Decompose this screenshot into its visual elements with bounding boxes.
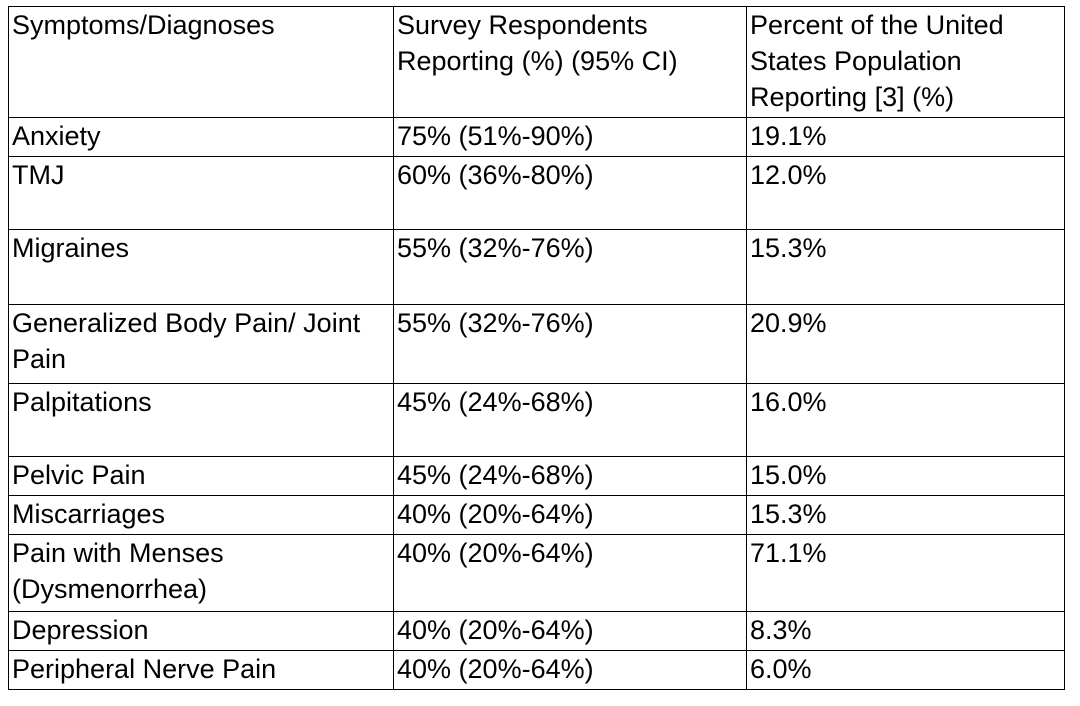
table-cell-population: 20.9% (746, 304, 1065, 384)
table-row: Generalized Body Pain/ Joint Pain 55% (3… (8, 304, 1065, 384)
header-cell-symptoms: Symptoms/Diagnoses (8, 6, 394, 118)
symptoms-table: Symptoms/Diagnoses Survey Respondents Re… (8, 6, 1065, 690)
header-cell-survey: Survey Respondents Reporting (%) (95% CI… (393, 6, 747, 118)
table-row: Miscarriages 40% (20%-64%) 15.3% (8, 495, 1065, 535)
table-cell-symptom: Miscarriages (8, 495, 394, 535)
table-cell-symptom: Migraines (8, 229, 394, 305)
table-cell-population: 6.0% (746, 650, 1065, 690)
table-cell-symptom: Palpitations (8, 383, 394, 457)
table-row: Pelvic Pain 45% (24%-68%) 15.0% (8, 456, 1065, 496)
table-row: Palpitations 45% (24%-68%) 16.0% (8, 383, 1065, 457)
table-cell-population: 8.3% (746, 611, 1065, 651)
table-cell-survey: 55% (32%-76%) (393, 229, 747, 305)
table-row: Migraines 55% (32%-76%) 15.3% (8, 229, 1065, 305)
table-cell-symptom: Generalized Body Pain/ Joint Pain (8, 304, 394, 384)
table-cell-survey: 40% (20%-64%) (393, 650, 747, 690)
table-cell-survey: 45% (24%-68%) (393, 456, 747, 496)
table-cell-population: 15.3% (746, 229, 1065, 305)
table-row: TMJ 60% (36%-80%) 12.0% (8, 156, 1065, 230)
table-row: Peripheral Nerve Pain 40% (20%-64%) 6.0% (8, 650, 1065, 690)
table-cell-survey: 40% (20%-64%) (393, 495, 747, 535)
table-cell-symptom: Depression (8, 611, 394, 651)
table-cell-population: 16.0% (746, 383, 1065, 457)
table-cell-survey: 45% (24%-68%) (393, 383, 747, 457)
table-cell-population: 15.3% (746, 495, 1065, 535)
table-header-row: Symptoms/Diagnoses Survey Respondents Re… (8, 6, 1065, 118)
table-cell-population: 19.1% (746, 117, 1065, 157)
table-row: Anxiety 75% (51%-90%) 19.1% (8, 117, 1065, 157)
header-cell-us-population: Percent of the United States Population … (746, 6, 1065, 118)
table-cell-symptom: Pain with Menses (Dysmenorrhea) (8, 534, 394, 612)
table-cell-symptom: Pelvic Pain (8, 456, 394, 496)
table-cell-survey: 40% (20%-64%) (393, 534, 747, 612)
table-cell-population: 71.1% (746, 534, 1065, 612)
table-cell-survey: 40% (20%-64%) (393, 611, 747, 651)
table-cell-population: 15.0% (746, 456, 1065, 496)
table-row: Depression 40% (20%-64%) 8.3% (8, 611, 1065, 651)
table-cell-survey: 55% (32%-76%) (393, 304, 747, 384)
table-cell-survey: 75% (51%-90%) (393, 117, 747, 157)
table-cell-survey: 60% (36%-80%) (393, 156, 747, 230)
table-cell-symptom: TMJ (8, 156, 394, 230)
table-cell-symptom: Anxiety (8, 117, 394, 157)
table-row: Pain with Menses (Dysmenorrhea) 40% (20%… (8, 534, 1065, 612)
table-cell-population: 12.0% (746, 156, 1065, 230)
table-cell-symptom: Peripheral Nerve Pain (8, 650, 394, 690)
